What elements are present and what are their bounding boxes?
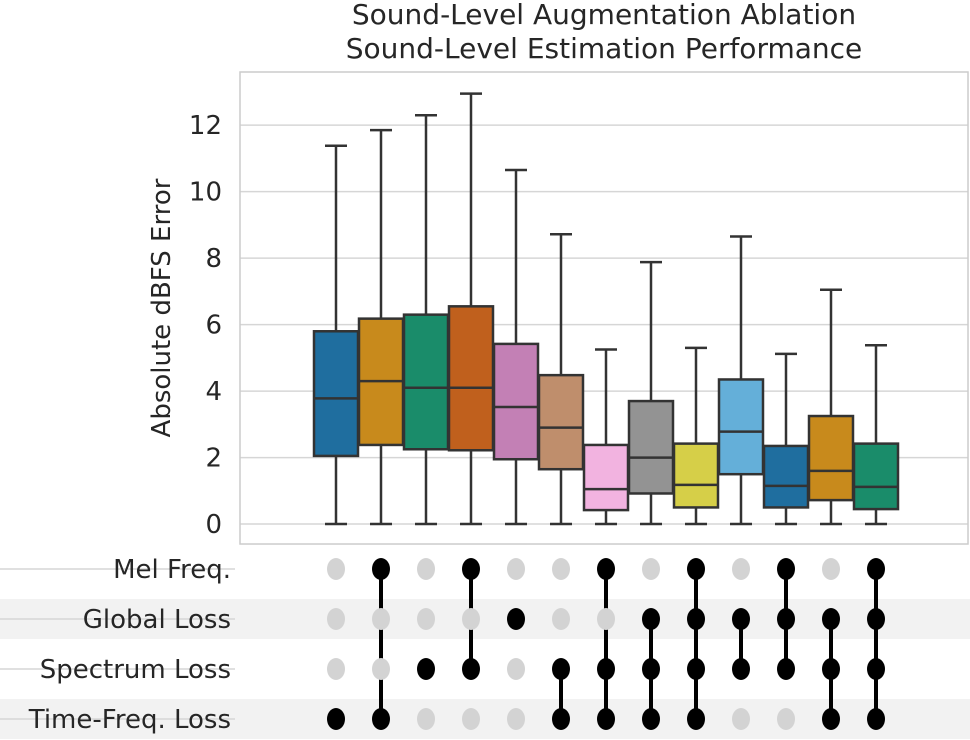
box-iqr — [447, 305, 495, 452]
box-iqr — [807, 414, 855, 502]
matrix-dot-active — [777, 658, 795, 680]
y-axis-label: Absolute dBFS Error — [147, 178, 177, 437]
matrix-dot-active — [597, 658, 615, 680]
matrix-dot-inactive — [507, 558, 525, 580]
matrix-dot-active — [597, 558, 615, 580]
matrix-dot-inactive — [462, 608, 480, 630]
matrix-dot-active — [867, 558, 885, 580]
matrix-dot-active — [597, 708, 615, 730]
matrix-dot-active — [822, 708, 840, 730]
box-iqr — [672, 442, 720, 509]
matrix-dot-active — [687, 708, 705, 730]
matrix-dot-active — [687, 608, 705, 630]
upset-stripes — [0, 568, 970, 739]
matrix-dot-inactive — [417, 608, 435, 630]
matrix-dot-inactive — [507, 708, 525, 730]
matrix-dot-active — [507, 608, 525, 630]
matrix-dot-inactive — [417, 558, 435, 580]
matrix-dot-inactive — [372, 658, 390, 680]
matrix-dot-inactive — [732, 708, 750, 730]
matrix-dot-active — [372, 558, 390, 580]
box-iqr — [852, 442, 900, 511]
box-iqr — [402, 313, 450, 451]
matrix-dot-inactive — [327, 558, 345, 580]
y-tick-label: 4 — [205, 377, 222, 407]
matrix-dot-inactive — [552, 558, 570, 580]
matrix-dot-active — [777, 558, 795, 580]
upset-matrix: Mel Freq. Global Loss Spectrum Loss Time-Fr… — [28, 555, 885, 735]
y-ticks: 0 2 4 6 8 10 12 — [189, 111, 222, 540]
matrix-dot-inactive — [507, 658, 525, 680]
y-tick-label: 8 — [205, 244, 222, 274]
matrix-dot-active — [462, 658, 480, 680]
matrix-dot-active — [822, 658, 840, 680]
box-iqr — [627, 399, 675, 495]
matrix-row-label: Mel Freq. — [113, 555, 231, 585]
box-iqr — [582, 443, 630, 512]
matrix-row-label: Global Loss — [83, 605, 231, 635]
boxes — [312, 92, 900, 526]
chart-title-line-2: Sound-Level Estimation Performance — [346, 32, 863, 65]
matrix-dot-inactive — [777, 708, 795, 730]
matrix-row-label: Spectrum Loss — [40, 655, 231, 685]
matrix-dot-inactive — [552, 608, 570, 630]
y-tick-label: 10 — [189, 178, 222, 208]
matrix-dot-active — [372, 708, 390, 730]
matrix-dot-active — [867, 608, 885, 630]
matrix-dot-inactive — [642, 558, 660, 580]
matrix-dot-active — [552, 708, 570, 730]
y-tick-label: 2 — [205, 444, 222, 474]
matrix-dot-active — [462, 558, 480, 580]
box-iqr — [762, 444, 810, 509]
y-tick-label: 6 — [205, 311, 222, 341]
matrix-dot-active — [777, 608, 795, 630]
matrix-dot-active — [642, 708, 660, 730]
matrix-row-label: Time-Freq. Loss — [28, 705, 231, 735]
matrix-dot-active — [867, 708, 885, 730]
matrix-dot-inactive — [327, 608, 345, 630]
matrix-dot-active — [642, 658, 660, 680]
matrix-dot-active — [732, 608, 750, 630]
matrix-dot-inactive — [372, 608, 390, 630]
matrix-dot-active — [732, 658, 750, 680]
matrix-dot-active — [687, 558, 705, 580]
plot-frame — [239, 71, 969, 545]
matrix-dot-active — [642, 608, 660, 630]
y-tick-label: 0 — [205, 510, 222, 540]
matrix-dot-active — [822, 608, 840, 630]
matrix-dot-active — [867, 658, 885, 680]
box-iqr — [537, 373, 585, 471]
matrix-dot-inactive — [822, 558, 840, 580]
matrix-dot-active — [417, 658, 435, 680]
box-iqr — [492, 342, 540, 461]
matrix-dot-active — [552, 658, 570, 680]
matrix-dot-active — [687, 658, 705, 680]
matrix-dot-inactive — [732, 558, 750, 580]
box-iqr — [717, 378, 765, 476]
matrix-dot-inactive — [327, 658, 345, 680]
matrix-dot-inactive — [417, 708, 435, 730]
matrix-dot-inactive — [597, 608, 615, 630]
matrix-dot-active — [327, 708, 345, 730]
box-iqr — [312, 330, 360, 458]
chart-title-line-1: Sound-Level Augmentation Ablation — [352, 0, 856, 31]
matrix-dot-inactive — [462, 708, 480, 730]
y-tick-label: 12 — [189, 111, 222, 141]
